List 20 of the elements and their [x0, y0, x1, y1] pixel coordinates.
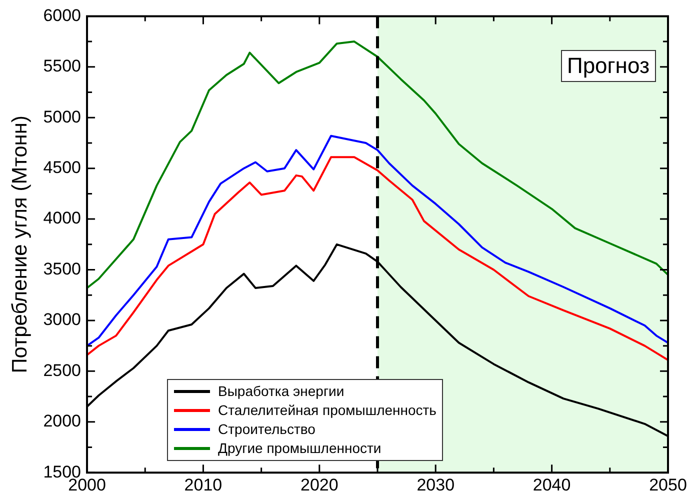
y-tick-label: 2000	[43, 412, 82, 431]
y-tick-label: 6000	[43, 6, 82, 25]
legend-label: Другие промышленности	[218, 438, 382, 458]
x-tick-label: 2050	[649, 475, 687, 494]
legend-label: Строительство	[218, 420, 316, 439]
x-tick-label: 2040	[532, 475, 571, 494]
x-tick-label: 2010	[184, 475, 222, 494]
y-tick-label: 5500	[43, 56, 82, 76]
y-tick-label: 3000	[43, 310, 82, 330]
y-tick-label: 4000	[43, 208, 82, 228]
band-label: Прогноз	[561, 50, 656, 82]
y-axis-title: Потребление угля (Мтонн)	[8, 115, 32, 374]
y-tick-label: 3500	[43, 259, 82, 278]
x-tick-label: 2020	[300, 475, 338, 494]
x-tick-label: 2030	[416, 475, 455, 494]
y-tick-label: 5000	[43, 107, 82, 126]
y-tick-label: 2500	[43, 360, 82, 380]
legend-label: Сталелитейная промышленность	[218, 400, 436, 420]
legend-label: Выработка энергии	[218, 382, 344, 401]
y-tick-label: 4500	[43, 158, 82, 178]
